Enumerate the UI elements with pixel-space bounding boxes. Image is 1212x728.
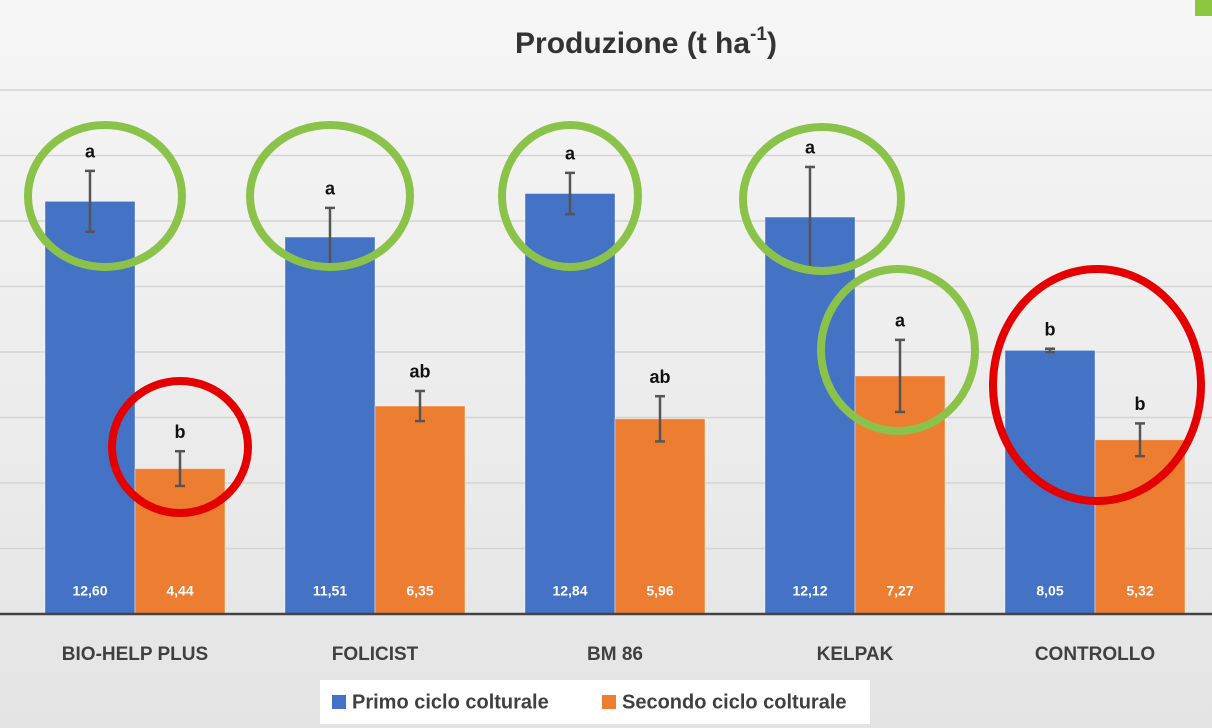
significance-letter: b bbox=[1135, 394, 1146, 414]
significance-letter: a bbox=[805, 138, 816, 158]
title-text: Produzione (t ha bbox=[515, 27, 750, 60]
bar bbox=[764, 216, 856, 615]
bar bbox=[284, 236, 376, 615]
circle bbox=[498, 121, 642, 271]
legend-box bbox=[320, 680, 870, 724]
significance-letter: a bbox=[565, 144, 576, 164]
value-label: 6,35 bbox=[406, 583, 433, 599]
significance-letter: ab bbox=[649, 367, 670, 387]
value-label: 12,60 bbox=[72, 583, 107, 599]
title-suffix: ) bbox=[767, 27, 777, 60]
error-bar bbox=[1045, 347, 1055, 354]
circle bbox=[108, 377, 252, 517]
value-label: 5,32 bbox=[1126, 583, 1153, 599]
error-bar bbox=[565, 171, 575, 216]
bar bbox=[854, 375, 946, 615]
bar bbox=[1004, 349, 1096, 615]
x-tick-label: KELPAK bbox=[817, 644, 894, 665]
legend: Primo ciclo colturale Secondo ciclo coltu… bbox=[332, 691, 847, 713]
value-label: 8,05 bbox=[1036, 583, 1063, 599]
bar bbox=[374, 405, 466, 615]
circle bbox=[24, 121, 186, 271]
value-label: 11,51 bbox=[313, 583, 347, 599]
error-bar bbox=[415, 389, 425, 423]
legend-swatch bbox=[602, 695, 616, 709]
value-label: 4,44 bbox=[166, 583, 193, 599]
circle bbox=[739, 123, 905, 275]
legend-label: Primo ciclo colturale bbox=[352, 691, 549, 713]
error-bar bbox=[895, 338, 905, 414]
legend-swatch bbox=[332, 695, 346, 709]
value-label: 5,96 bbox=[646, 583, 673, 599]
error-bar bbox=[655, 394, 665, 443]
error-bar bbox=[85, 169, 95, 234]
significance-letter: b bbox=[1045, 319, 1056, 339]
significance-letter: b bbox=[175, 422, 186, 442]
significance-letter: a bbox=[325, 179, 336, 199]
value-label: 7,27 bbox=[886, 583, 913, 599]
x-tick-label: BIO-HELP PLUS bbox=[62, 644, 208, 665]
bar bbox=[44, 200, 136, 615]
marks: BIO-HELP PLUSa12,60b4,44FOLICISTa11,51ab… bbox=[0, 138, 1212, 665]
significance-letter: ab bbox=[409, 362, 430, 382]
circle bbox=[989, 265, 1205, 505]
corner-accent bbox=[1195, 0, 1212, 16]
title-superscript: -1 bbox=[750, 24, 767, 45]
highlight-circles bbox=[24, 121, 1205, 517]
chart-title: Produzione (t ha-1) bbox=[515, 24, 777, 60]
legend-label: Secondo ciclo colturale bbox=[622, 691, 847, 713]
significance-letter: a bbox=[85, 142, 96, 162]
circle bbox=[246, 121, 414, 271]
x-tick-label: BM 86 bbox=[587, 644, 643, 665]
x-tick-label: CONTROLLO bbox=[1035, 644, 1155, 665]
x-tick-label: FOLICIST bbox=[332, 644, 419, 665]
circle bbox=[817, 265, 979, 435]
value-label: 12,12 bbox=[792, 583, 827, 599]
significance-letter: a bbox=[895, 311, 906, 331]
value-label: 12,84 bbox=[552, 583, 587, 599]
error-bar bbox=[1135, 422, 1145, 458]
error-bar bbox=[175, 449, 185, 488]
